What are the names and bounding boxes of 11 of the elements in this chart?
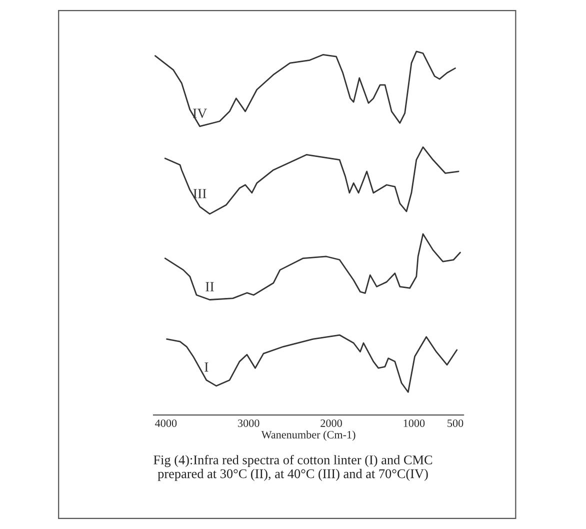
x-tick-label: 500 <box>448 419 464 427</box>
series-label: IV <box>193 108 207 118</box>
series-label: I <box>204 362 208 372</box>
text: Fig (4):Infra red spectra of cotton linter (I) and CMC prepared at 30°C (II), at 40°C (III) and at 70°C(IV) <box>154 454 432 481</box>
x-tick-label: 2000 <box>320 419 342 427</box>
series-label: III <box>193 189 206 198</box>
series-label: II <box>206 282 214 292</box>
x-tick-label: 1000 <box>404 419 425 427</box>
x-tick-label: 4000 <box>155 419 177 427</box>
x-tick-label: 3000 <box>238 419 260 427</box>
x-axis-title: Wanenumber (Cm-1) <box>261 430 356 441</box>
